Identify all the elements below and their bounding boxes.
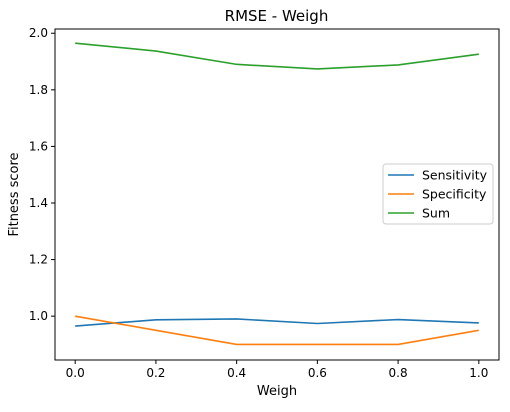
legend-label: Specificity [422,187,487,202]
series-line-sum [75,42,479,70]
series-line-sensitivity [75,318,479,327]
plot-frame [54,28,500,361]
y-axis-label: Fitness score [7,152,22,236]
y-tick-label: 1.0 [29,309,48,323]
y-tick-label: 1.8 [29,83,48,97]
x-tick-label: 0.0 [66,366,85,380]
x-tick-label: 0.2 [146,366,165,380]
legend-label: Sensitivity [422,168,488,183]
plot-area [75,42,479,346]
legend: Sensitivity Specificity Sum [382,163,494,225]
y-axis: 1.0 1.2 1.4 1.6 1.8 2.0 [29,26,55,323]
x-tick-label: 0.6 [308,366,327,380]
y-tick-label: 1.6 [29,139,48,153]
y-tick-label: 1.4 [29,196,48,210]
legend-label: Sum [422,206,450,221]
y-tick-label: 1.2 [29,253,48,267]
chart-title: RMSE - Weigh [225,7,329,25]
legend-box [382,163,494,225]
y-tick-label: 2.0 [29,26,48,40]
series-line-specificity [75,315,479,346]
x-tick-label: 0.4 [227,366,246,380]
x-tick-label: 0.8 [389,366,408,380]
x-axis-label: Weigh [257,384,297,399]
x-axis: 0.0 0.2 0.4 0.6 0.8 1.0 [66,360,488,380]
x-tick-label: 1.0 [469,366,488,380]
